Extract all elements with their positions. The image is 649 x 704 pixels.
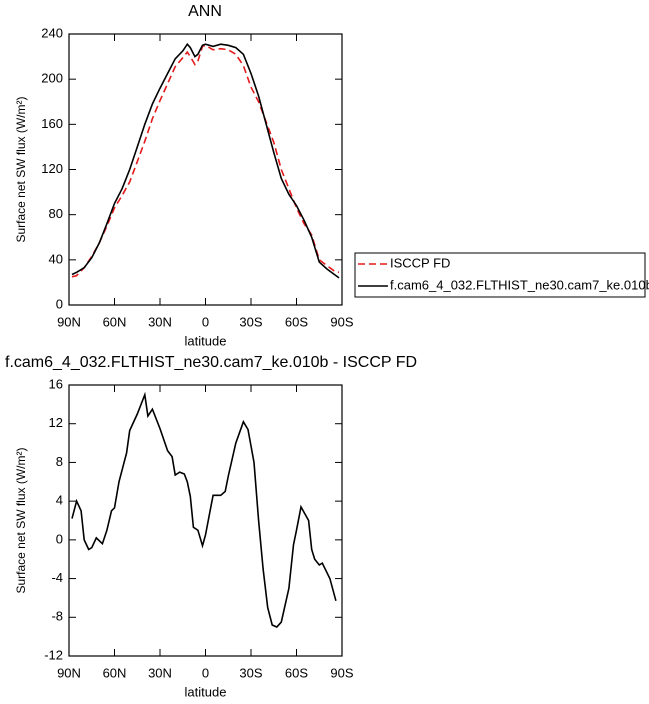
x-tick-label: 60S bbox=[285, 314, 308, 329]
y-tick-label: 160 bbox=[41, 116, 63, 131]
y-tick-label: -8 bbox=[51, 609, 63, 624]
x-axis-label: latitude bbox=[185, 333, 227, 348]
x-tick-label: 90S bbox=[330, 314, 353, 329]
x-tick-label: 30S bbox=[239, 314, 262, 329]
y-tick-label: 8 bbox=[56, 454, 63, 469]
data-line bbox=[71, 44, 340, 278]
y-tick-label: 200 bbox=[41, 71, 63, 86]
x-axis-label: latitude bbox=[185, 684, 227, 699]
plot-frame bbox=[68, 33, 343, 306]
y-tick-label: 16 bbox=[49, 376, 63, 391]
y-tick-label: 40 bbox=[49, 251, 63, 266]
data-line bbox=[71, 42, 340, 279]
x-tick-label: 90N bbox=[57, 314, 81, 329]
y-tick-label: -4 bbox=[51, 570, 63, 585]
x-tick-label: 30N bbox=[148, 314, 172, 329]
y-tick-label: 120 bbox=[41, 161, 63, 176]
x-tick-label: 90S bbox=[330, 665, 353, 680]
legend-label: ISCCP FD bbox=[390, 255, 450, 270]
y-tick-label: -12 bbox=[44, 647, 63, 662]
x-tick-label: 60N bbox=[103, 314, 127, 329]
y-tick-label: 80 bbox=[49, 206, 63, 221]
y-tick-label: 4 bbox=[56, 493, 63, 508]
x-tick-label: 60N bbox=[103, 665, 127, 680]
y-axis-label: Surface net SW flux (W/m²) bbox=[14, 96, 28, 242]
x-tick-label: 0 bbox=[202, 314, 209, 329]
x-tick-label: 0 bbox=[202, 665, 209, 680]
chart-title: f.cam6_4_032.FLTHIST_ne30.cam7_ke.010b -… bbox=[5, 354, 417, 371]
y-tick-label: 0 bbox=[56, 531, 63, 546]
x-tick-label: 60S bbox=[285, 665, 308, 680]
x-tick-label: 30N bbox=[148, 665, 172, 680]
y-axis-label: Surface net SW flux (W/m²) bbox=[14, 447, 28, 593]
y-tick-label: 12 bbox=[49, 415, 63, 430]
y-tick-label: 0 bbox=[56, 296, 63, 311]
y-tick-label: 240 bbox=[41, 25, 63, 40]
data-line bbox=[71, 391, 337, 628]
legend-box bbox=[354, 252, 646, 298]
legend-label: f.cam6_4_032.FLTHIST_ne30.cam7_ke.010b bbox=[390, 277, 649, 292]
x-tick-label: 90N bbox=[57, 665, 81, 680]
x-tick-label: 30S bbox=[239, 665, 262, 680]
chart-title: ANN bbox=[188, 3, 222, 20]
